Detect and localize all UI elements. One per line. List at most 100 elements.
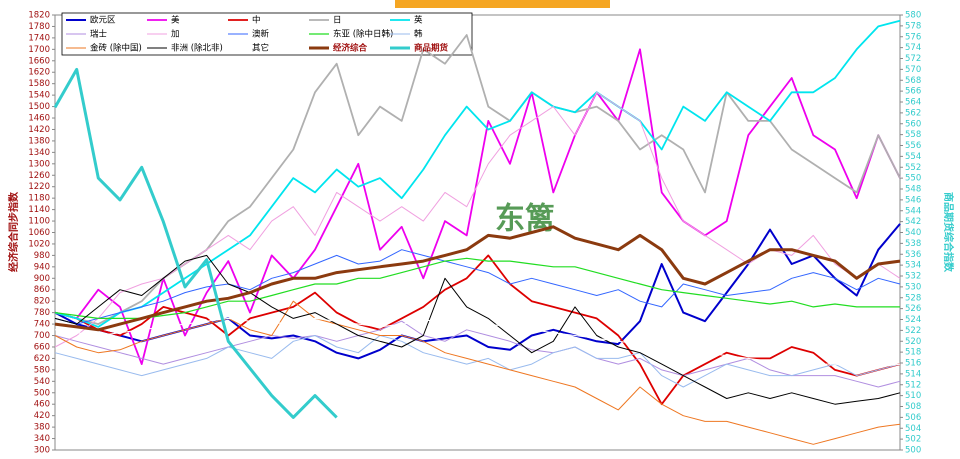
series-line [54,300,901,445]
y-tick-label: 660 [34,342,50,352]
series-line [54,254,901,405]
series-line [54,48,901,365]
y-tick-label: 1500 [28,102,50,112]
y2-tick-label: 506 [905,413,921,423]
legend-label: 澳新 [252,29,270,40]
y-tick-label: 1140 [28,205,50,215]
y-tick-label: 1340 [28,148,50,158]
y2-tick-label: 536 [905,250,921,260]
y-tick-label: 1740 [28,33,50,43]
series-line [54,320,901,388]
legend-label: 中 [252,15,261,26]
y2-tick-label: 560 [905,119,921,129]
y-tick-label: 500 [34,388,50,398]
series-line [54,317,901,368]
y2-tick-label: 548 [905,185,921,195]
y2-tick-label: 502 [905,435,921,445]
y2-tick-label: 550 [905,174,921,184]
y-tick-label: 700 [34,331,50,341]
y2-tick-label: 532 [905,272,921,282]
y2-tick-label: 530 [905,282,921,292]
y2-tick-label: 572 [905,54,921,64]
y2-tick-label: 566 [905,87,921,97]
y2-tick-label: 514 [905,369,921,379]
legend-label: 美 [171,15,180,26]
legend-label: 经济综合 [333,43,368,54]
legend-label: 欧元区 [90,15,116,26]
y-tick-label: 460 [34,400,50,410]
y2-tick-label: 500 [905,446,921,456]
y2-tick-label: 522 [905,326,921,336]
y2-tick-label: 562 [905,108,921,118]
y2-tick-label: 534 [905,261,921,271]
legend-label: 韩 [414,29,423,40]
y2-tick-label: 518 [905,348,921,358]
y-tick-label: 340 [34,434,50,444]
y-tick-label: 1420 [28,125,50,135]
y-tick-label: 820 [34,297,50,307]
y-tick-label: 900 [34,274,50,284]
watermark: 东篱 [495,202,555,237]
legend-label: 东亚 (除中日韩) [333,29,393,40]
y2-tick-label: 546 [905,195,921,205]
y2-tick-label: 556 [905,141,921,151]
y2-tick-label: 542 [905,217,921,227]
y2-tick-label: 508 [905,402,921,412]
y-tick-label: 1820 [28,11,50,21]
y-tick-label: 980 [34,251,50,261]
y-tick-label: 580 [34,365,50,375]
series-line [53,67,338,419]
y-tick-label: 740 [34,320,50,330]
y2-tick-label: 574 [905,43,921,53]
legend-label: 非洲 (除北非) [171,43,223,54]
series-line [54,225,901,332]
y2-tick-label: 538 [905,239,921,249]
y-tick-label: 1020 [28,239,50,249]
y-tick-label: 1300 [28,159,50,169]
series-line [54,254,901,406]
legend-label: 英 [414,15,423,26]
y2-axis-label: 商品期货综合指数 [942,192,955,273]
y2-tick-label: 580 [905,11,921,21]
y2-tick-label: 504 [905,424,921,434]
y2-tick-label: 578 [905,21,921,31]
y2-tick-label: 516 [905,359,921,369]
y-tick-label: 780 [34,308,50,318]
y2-tick-label: 552 [905,163,921,173]
legend-label: 其它 [252,43,269,54]
y-tick-label: 1700 [28,45,50,55]
y2-tick-label: 558 [905,130,921,140]
y-tick-label: 1780 [28,22,50,32]
header-bar [395,0,610,8]
series-line [54,249,901,325]
y2-tick-label: 554 [905,152,921,162]
plot-frame [54,14,901,451]
y-axis-label: 经济综合同步指数 [7,191,20,272]
legend-label: 加 [171,29,180,40]
legend-label: 瑞士 [90,29,108,40]
y2-tick-label: 540 [905,228,921,238]
y2-tick-label: 512 [905,380,921,390]
y-tick-label: 1620 [28,68,50,78]
y2-tick-label: 568 [905,76,921,86]
y2-tick-label: 524 [905,315,921,325]
y2-tick-label: 528 [905,293,921,303]
y2-tick-label: 526 [905,304,921,314]
legend-label: 金砖 (除中国) [90,43,142,54]
y-tick-label: 860 [34,285,50,295]
y2-tick-label: 544 [905,206,921,216]
legend-label: 日 [333,16,342,26]
y2-tick-label: 570 [905,65,921,75]
y-tick-label: 420 [34,411,50,421]
series-line [54,257,900,319]
y-tick-label: 380 [34,423,50,433]
y2-tick-label: 564 [905,98,921,108]
y-tick-label: 1660 [28,56,50,66]
y-tick-label: 620 [34,354,50,364]
y-tick-label: 300 [34,446,50,456]
y-tick-label: 1180 [28,194,50,204]
y2-tick-label: 510 [905,391,921,401]
y2-tick-label: 520 [905,337,921,347]
y-tick-label: 1380 [28,136,50,146]
